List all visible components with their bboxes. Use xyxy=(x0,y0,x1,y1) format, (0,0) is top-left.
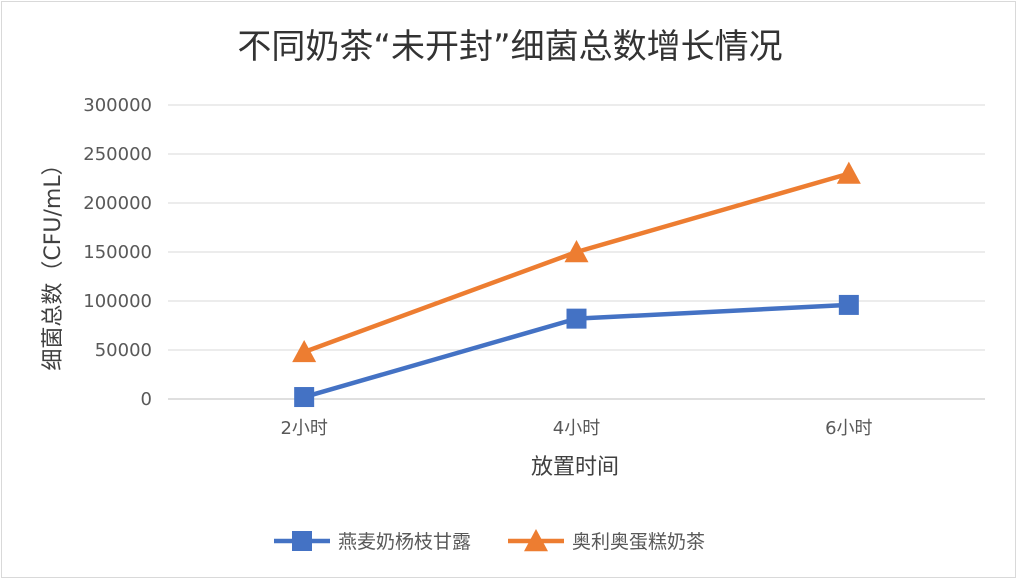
x-axis-ticks: 2小时 4小时 6小时 xyxy=(280,418,872,439)
data-point xyxy=(566,308,587,329)
y-tick-label: 200000 xyxy=(83,193,152,214)
y-axis-ticks: 0 50000 100000 150000 200000 250000 300000 xyxy=(83,95,152,410)
data-point xyxy=(292,339,317,363)
legend-item[interactable]: 奥利奥蛋糕奶茶 xyxy=(508,529,705,553)
x-tick-label: 2小时 xyxy=(280,418,327,439)
series-triangle xyxy=(292,161,861,363)
y-tick-label: 0 xyxy=(141,389,152,410)
data-point xyxy=(294,387,315,408)
y-tick-label: 50000 xyxy=(95,340,152,361)
data-point xyxy=(564,240,589,263)
x-axis-title: 放置时间 xyxy=(531,455,619,480)
legend-marker xyxy=(292,531,312,551)
data-point xyxy=(836,161,861,184)
legend[interactable]: 燕麦奶杨枝甘露 奥利奥蛋糕奶茶 xyxy=(274,529,705,553)
data-point xyxy=(838,294,859,315)
y-tick-label: 100000 xyxy=(83,291,152,312)
y-tick-label: 150000 xyxy=(83,242,152,263)
x-tick-label: 6小时 xyxy=(825,418,872,439)
x-tick-label: 4小时 xyxy=(553,418,600,439)
series-group xyxy=(292,161,861,408)
legend-marker xyxy=(524,529,548,552)
legend-label: 奥利奥蛋糕奶茶 xyxy=(572,531,705,553)
legend-item[interactable]: 燕麦奶杨枝甘露 xyxy=(274,531,471,553)
legend-label: 燕麦奶杨枝甘露 xyxy=(338,531,471,553)
series-square xyxy=(294,294,859,408)
y-tick-label: 250000 xyxy=(83,144,152,165)
y-tick-label: 300000 xyxy=(83,95,152,116)
y-axis-title: 细菌总数（CFU/mL） xyxy=(41,153,66,370)
chart-title: 不同奶茶“未开封”细菌总数增长情况 xyxy=(237,27,782,67)
